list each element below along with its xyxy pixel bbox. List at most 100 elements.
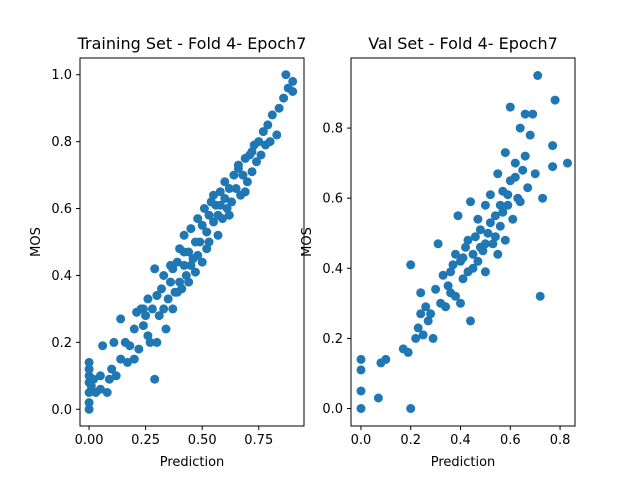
validation-data-point [428,333,438,343]
training-data-point [190,267,200,277]
training-data-point [168,304,178,314]
training-data-point [163,294,173,304]
validation-x-ticks: 0.0 0.2 0.4 0.6 0.8 [351,426,571,448]
validation-data-point [421,302,431,312]
training-data-point [274,103,284,113]
training-data-point [288,87,298,96]
validation-data-point [433,239,443,249]
training-data-point [240,187,250,197]
training-data-point [231,184,241,193]
training-data-point [193,214,203,224]
validation-data-point [503,200,513,210]
training-data-point [84,357,94,367]
training-data-point [159,304,169,314]
training-data-point [202,227,212,237]
training-data-point [220,177,230,187]
validation-data-point [473,256,483,266]
validation-data-point [466,316,475,326]
validation-data-point [550,95,560,105]
validation-data-point [416,309,426,319]
training-data-point [150,264,160,274]
validation-y-tick-label: 0.6 [322,192,343,207]
validation-data-point [485,218,495,228]
training-data-point [179,230,189,240]
training-data-point [152,291,162,300]
training-points [84,70,298,414]
validation-data-point [505,102,515,112]
training-data-point [89,374,99,384]
validation-data-point [468,249,478,259]
training-x-tick-label: 0.25 [131,433,160,448]
validation-data-point [500,235,510,245]
validation-x-axis-label: Prediction [431,455,496,470]
validation-data-point [381,354,391,364]
training-data-point [98,341,108,351]
validation-x-tick-label: 0.4 [450,433,471,448]
validation-data-point [463,235,473,245]
validation-x-tick-label: 0.8 [550,433,571,448]
validation-data-point [490,232,500,242]
validation-data-point [406,404,416,413]
validation-data-point [490,211,500,221]
validation-plot-frame [350,57,576,427]
training-data-point [95,371,105,381]
training-data-point [184,277,194,287]
training-y-tick-label: 0.8 [51,135,72,150]
validation-scatter-plot: Val Set - Fold 4- Epoch7 Prediction MOS … [300,34,576,470]
validation-data-point [470,232,480,242]
training-data-point [220,194,230,203]
training-data-point [263,120,273,130]
training-data-point [123,357,132,367]
validation-data-point [475,225,485,235]
validation-data-point [495,221,505,231]
training-data-point [209,217,218,227]
validation-data-point [508,214,518,224]
training-data-point [258,127,268,137]
validation-data-point [498,207,508,217]
training-y-tick-label: 0.6 [51,202,72,217]
validation-data-point [451,291,460,301]
validation-y-axis-label: MOS [300,227,315,257]
validation-data-point [461,242,470,252]
training-data-point [138,304,148,314]
training-data-point [215,187,225,197]
validation-data-point [520,109,530,119]
validation-data-point [480,239,490,249]
training-data-point [186,224,196,234]
training-data-point [116,314,126,324]
training-data-point [166,277,175,287]
validation-data-point [356,404,366,413]
validation-data-point [535,291,545,301]
validation-x-tick-label: 0.6 [500,433,521,448]
training-data-point [84,364,94,374]
validation-data-point [438,270,448,280]
training-data-point [202,244,212,254]
training-data-point [213,230,223,240]
validation-data-point [431,284,441,294]
validation-data-point [446,267,456,277]
training-data-point [204,210,214,220]
validation-data-point [563,158,572,168]
validation-y-ticks: 0.0 0.2 0.4 0.6 0.8 [322,122,351,417]
training-x-tick-label: 0.00 [75,433,104,448]
validation-data-point [356,386,366,396]
training-data-point [129,354,139,364]
training-data-point [102,388,112,397]
training-data-point [197,257,207,267]
training-data-point [195,237,205,247]
validation-data-point [493,169,503,179]
training-data-point [107,364,117,374]
validation-data-point [413,323,423,333]
training-data-point [145,337,155,347]
validation-data-point [423,316,433,326]
validation-data-point [458,253,468,263]
training-data-point [288,76,298,86]
validation-y-tick-label: 0.0 [322,402,343,417]
validation-data-point [538,193,548,203]
training-plot-frame [79,57,305,427]
training-data-point [247,147,257,157]
validation-data-point [406,260,416,270]
training-y-axis-label: MOS [29,227,44,257]
validation-data-point [458,274,468,284]
validation-data-point [528,109,538,119]
